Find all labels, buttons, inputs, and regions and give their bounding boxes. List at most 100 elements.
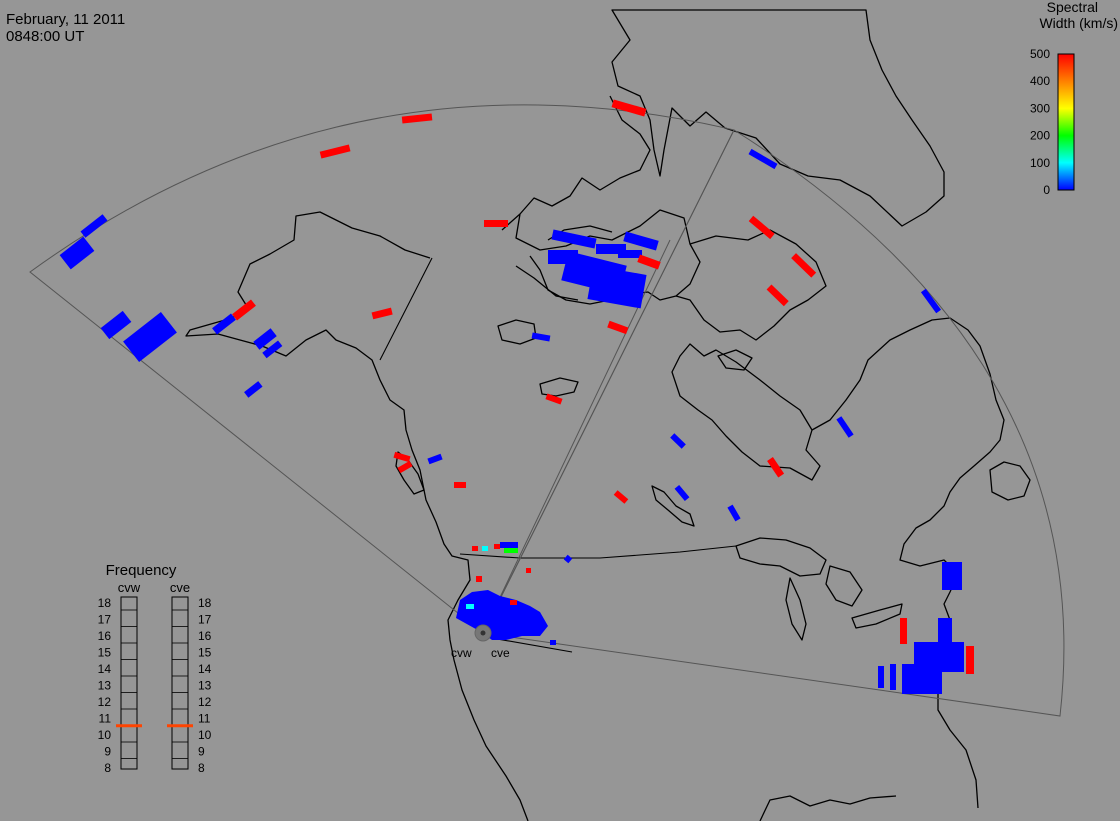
frequency-scale-label-right: 13 [198, 679, 212, 693]
frequency-scale-label-left: 15 [98, 646, 112, 660]
southampton-island [717, 349, 753, 371]
echo-cell [890, 664, 896, 690]
frequency-scale-label-left: 14 [98, 662, 112, 676]
echo-cell [80, 214, 108, 238]
echo-cell [510, 600, 517, 605]
header-time: 0848:00 UT [6, 28, 84, 45]
frequency-scale-label-left: 11 [99, 712, 112, 726]
frequency-scale-label-right: 9 [198, 745, 205, 759]
frequency-scale-label-right: 17 [198, 613, 212, 627]
echo-cell [397, 460, 413, 474]
echo-cell [494, 544, 500, 549]
colorbar-tick-label: 200 [1030, 129, 1050, 143]
echo-cell [401, 113, 433, 124]
coastlines [185, 9, 1031, 821]
great-slave-lake [539, 377, 579, 397]
colorbar-title-line2: Width (km/s) [1039, 15, 1118, 31]
hudson-bay-coast [671, 343, 821, 481]
echo-cell [212, 313, 236, 335]
frequency-cve-bar [171, 596, 189, 770]
echo-cell [607, 320, 629, 335]
echo-cell [942, 562, 962, 590]
echo-cell [545, 393, 563, 405]
frequency-scale-label-left: 12 [98, 695, 112, 709]
colorbar-tick-label: 0 [1043, 183, 1050, 197]
echo-cell [613, 490, 629, 504]
echo-cell [393, 451, 411, 463]
echo-cell [748, 215, 775, 240]
echo-cell [526, 568, 531, 573]
echo-cell [618, 250, 642, 258]
frequency-scale-label-right: 16 [198, 629, 212, 643]
colorbar-tick-label: 100 [1030, 156, 1050, 170]
echo-cell [484, 220, 508, 227]
frequency-panel: Frequency cvw cve 18 18 17 17 16 16 15 15 14 14 13… [98, 562, 212, 775]
echo-cell [100, 310, 132, 340]
colorbar-gradient [1057, 53, 1075, 191]
newfoundland-coast [989, 461, 1031, 501]
echo-cell [767, 457, 785, 478]
frequency-title: Frequency [106, 562, 177, 579]
echo-cell [587, 265, 647, 309]
echo-cell [232, 299, 256, 321]
lake-huron-coast [825, 565, 863, 607]
echo-cell [504, 548, 518, 553]
echo-cell [836, 416, 854, 438]
echo-cell [262, 340, 283, 359]
frequency-scale-label-left: 10 [98, 728, 112, 742]
fov-outline-west [29, 104, 735, 634]
header-date: February, 11 2011 [6, 11, 125, 28]
echo-cell [454, 482, 466, 488]
echo-cell [244, 381, 263, 398]
greenland-coast [611, 9, 945, 227]
frequency-scale-label-left: 17 [98, 613, 112, 627]
us-canada-border-49n [459, 545, 737, 559]
radar-site-dot [480, 630, 486, 636]
backscatter-layer [59, 99, 974, 694]
echo-cell [531, 332, 551, 342]
colorbar-ticks: 500 400 300 200 100 0 [1030, 47, 1050, 197]
echo-cell [878, 666, 884, 688]
frequency-scale-label-right: 15 [198, 646, 212, 660]
echo-cell [472, 546, 478, 551]
echo-cell [563, 554, 573, 564]
frequency-cvw-bar [120, 596, 138, 770]
great-bear-lake [497, 319, 537, 345]
echo-cell [596, 244, 626, 254]
fov-outline-east [482, 129, 1065, 717]
baffin-island-coast [675, 229, 827, 341]
echo-cell [670, 433, 686, 449]
frequency-scale-label-left: 8 [104, 761, 111, 775]
near-range-echo-fan [456, 590, 548, 640]
echo-cell [59, 236, 95, 270]
echo-cell [902, 664, 942, 694]
echo-cell [253, 328, 277, 350]
echo-cell [791, 253, 817, 278]
frequency-scale-label-left: 13 [98, 679, 112, 693]
frequency-scale-label-left: 9 [104, 745, 111, 759]
frequency-scale-label-right: 14 [198, 662, 212, 676]
lake-winnipeg [651, 485, 695, 527]
labrador-coast [811, 317, 1005, 809]
lake-michigan-coast [785, 577, 807, 641]
frequency-scale: 18 18 17 17 16 16 15 15 14 14 13 13 12 12 11 11 10 10 9 9 8 8 [98, 596, 212, 775]
echo-cell [766, 284, 789, 307]
echo-cell [900, 618, 907, 644]
echo-cell [920, 288, 942, 314]
echo-cell [966, 646, 974, 674]
frequency-cve-label: cve [170, 580, 190, 595]
echo-cell [123, 311, 177, 363]
frequency-scale-label-left: 18 [98, 596, 112, 610]
echo-cell [637, 254, 661, 270]
echo-cell [476, 576, 482, 582]
echo-cell [500, 542, 518, 548]
great-lakes-coast [735, 537, 827, 577]
colorbar-tick-label: 400 [1030, 74, 1050, 88]
colorbar-title-line1: Spectral [1047, 0, 1098, 15]
frequency-scale-label-right: 11 [198, 712, 211, 726]
frequency-cvw-label: cvw [118, 580, 141, 595]
frequency-scale-label-right: 18 [198, 596, 212, 610]
colorbar-tick-label: 300 [1030, 101, 1050, 115]
